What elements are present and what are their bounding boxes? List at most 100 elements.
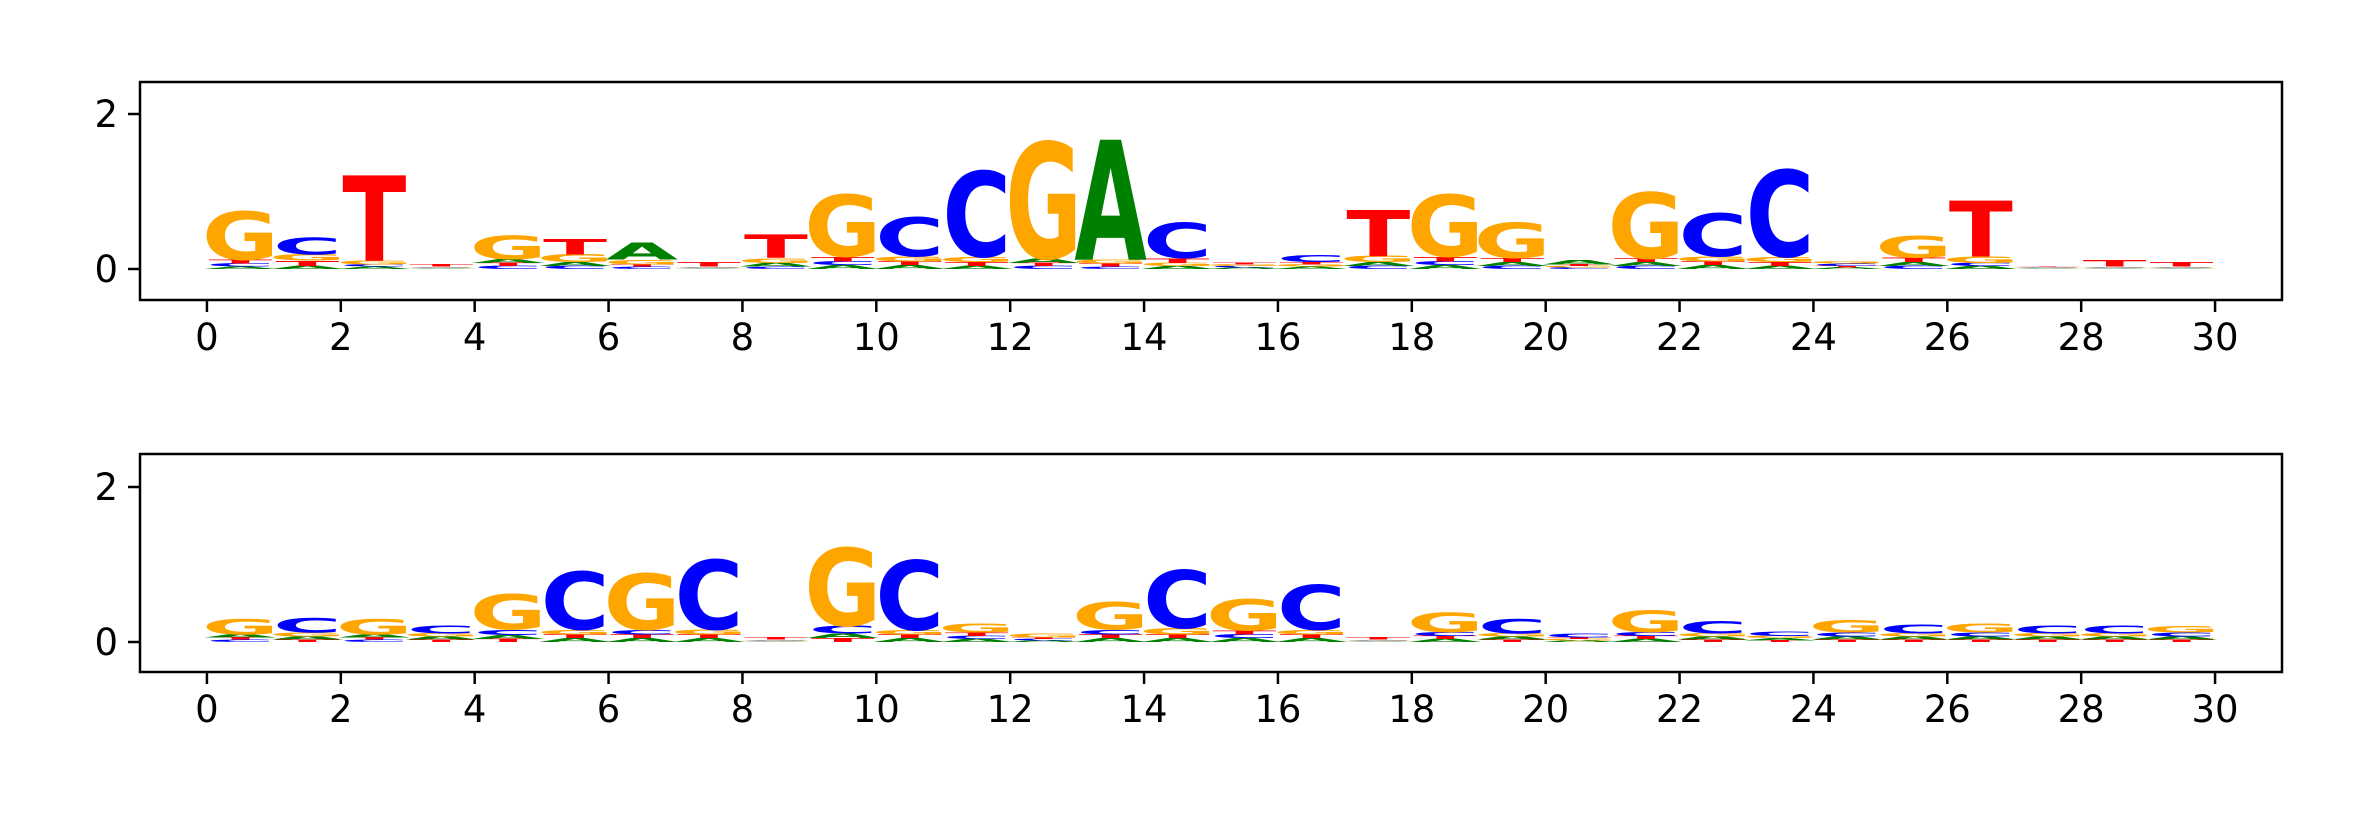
logo-letter-t: T [878,260,942,266]
logo-letter-c: C [675,267,744,268]
logo-letter-g: G [269,253,346,263]
logo-letter-a: A [472,258,545,264]
logo-letter-c: C [1344,640,1413,641]
logo-letter-a: A [1811,636,1884,641]
logo-letter-c: C [1277,572,1346,644]
logo-letter-g: G [1072,595,1149,638]
x-tick-label: 30 [2192,688,2239,731]
logo-letter-g: G [671,266,748,267]
logo-letter-c: C [1478,616,1547,638]
logo-letter-a: A [1208,637,1281,643]
logo-letter-c: C [1679,618,1748,638]
logo-panel-top: 020 2 4 6 8 10 12 14 16 18 20 22 24 26 28 30ACTGATGCACG… [94,80,2284,359]
logo-letter-g: G [1675,633,1752,638]
logo-letter-c: C [1411,631,1480,637]
logo-letter-c: C [1009,265,1078,270]
logo-letter-g: G [269,632,346,638]
logo-letter-t: T [1279,633,1343,639]
x-tick-label: 10 [853,688,900,731]
logo-letter-g: G [336,259,413,265]
logo-letter-c: C [742,640,811,641]
logo-letter-g: G [1273,628,1350,635]
logo-letter-a: A [1074,637,1147,643]
logo-letter-c: C [474,628,543,637]
logo-letter-a: A [1543,258,1616,265]
logo-letter-g: G [202,200,279,276]
x-tick-label: 6 [597,688,621,731]
logo-letter-g: G [1340,639,1417,640]
logo-letter-c: C [2080,267,2149,268]
logo-letter-g: G [1206,264,1283,266]
logo-letter-c: C [1679,203,1748,270]
logo-letter-t: T [1480,639,1544,643]
logo-letter-g: G [2009,633,2086,638]
logo-letter-t: T [1480,257,1544,263]
logo-letter-a: A [1878,636,1951,641]
logo-letter-c: C [1411,260,1480,266]
logo-letter-t: T [878,633,942,639]
logo-letter-c: C [1946,262,2015,267]
logo-letter-t: T [811,255,875,262]
logo-letter-t: T [2016,266,2080,267]
logo-letter-t: T [1614,635,1678,640]
logo-letter-c: C [1746,630,1815,637]
logo-letter-c: C [1143,214,1212,270]
logo-letter-c: C [1076,266,1145,270]
logo-letter-t: T [677,261,741,268]
logo-letter-t: T [2083,639,2147,643]
logo-letter-a: A [1409,264,1482,270]
logo-letter-g: G [1139,626,1216,636]
logo-letter-t: T [342,637,406,641]
logo-letter-t: T [342,152,406,288]
x-tick-label: 12 [987,316,1034,359]
logo-letter-a: A [1476,636,1549,641]
logo-letter-a: A [1811,267,1884,269]
logo-letter-a: A [1610,261,1683,267]
logo-letter-c: C [1009,638,1078,640]
logo-letter-g: G [1808,261,1885,265]
logo-letter-a: A [1677,264,1750,270]
logo-letter-t: T [1213,262,1277,264]
logo-letter-c: C [1612,265,1681,270]
logo-letter-c: C [206,263,275,268]
logo-letter-a: A [1878,261,1951,267]
x-tick-label: 30 [2192,316,2239,359]
x-tick-label: 16 [1254,316,1301,359]
logo-letter-c: C [407,624,476,636]
logo-letter-a: A [1677,636,1750,641]
logo-letter-a: A [673,268,746,269]
logo-letter-t: T [409,639,473,643]
logo-letter-g: G [336,615,413,640]
logo-letter-g: G [537,252,614,264]
logo-letter-a: A [1945,636,2018,641]
logo-letter-t: T [2016,639,2080,643]
y-tick-label: 0 [94,248,118,291]
logo-letter-a: A [338,633,411,638]
logo-letter-c: C [206,639,275,643]
logo-letter-g: G [1407,608,1484,639]
logo-letter-g: G [804,179,881,278]
logo-letter-a: A [204,633,277,638]
logo-letter-g: G [1942,255,2019,265]
logo-letter-a: A [1543,640,1616,642]
logo-letter-c: C [1545,267,1614,269]
logo-letter-a: A [1141,265,1214,270]
logo-letter-c: C [2013,624,2082,636]
logo-letter-g: G [403,266,480,267]
x-tick-label: 8 [731,688,755,731]
logo-letter-a: A [1074,107,1147,299]
logo-letter-c: C [273,233,342,260]
logo-letter-a: A [673,637,746,643]
logo-letter-t: T [1413,255,1477,262]
logo-letter-g: G [1808,617,1885,637]
logo-letter-t: T [275,639,339,643]
logo-letter-a: A [338,266,411,270]
logo-letter-g: G [1742,635,1819,639]
logo-letter-t: T [1413,635,1477,640]
x-tick-label: 16 [1254,688,1301,731]
logo-letter-g: G [1541,638,1618,640]
logo-letter-g: G [1407,179,1484,278]
logo-letter-a: A [1476,261,1549,267]
